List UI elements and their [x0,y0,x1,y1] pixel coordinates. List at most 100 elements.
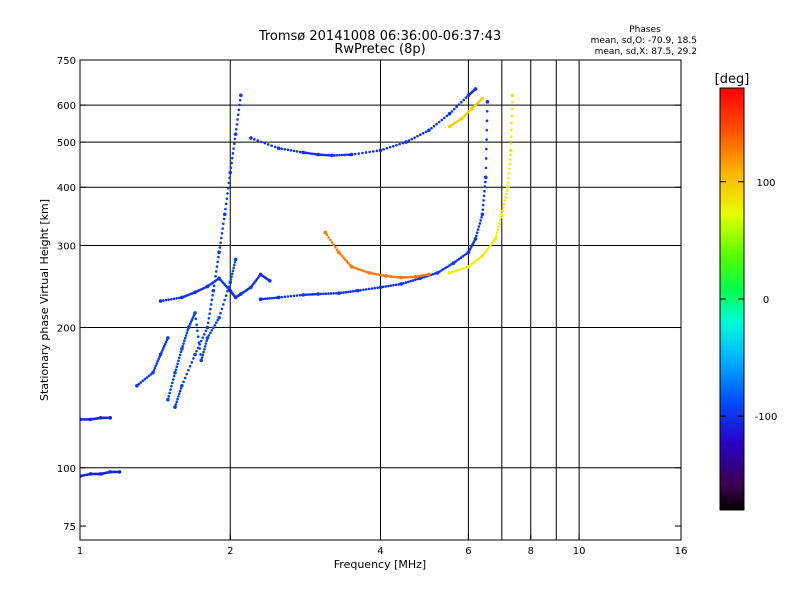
trace-dot [270,296,274,300]
trace-dot [476,228,480,231]
trace-dot [455,259,459,262]
trace-dot [203,347,206,351]
trace-dot [172,374,176,378]
trace-dot [407,139,411,142]
y-tick-label: 300 [57,241,76,252]
trace-dot [170,384,173,388]
trace-dot [485,119,489,123]
trace-dot [368,150,371,154]
trace-dot [346,290,350,294]
trace-dot [214,274,217,278]
trace-dot [459,256,463,259]
data-point [330,153,334,158]
trace-dot [385,146,389,150]
data-point [193,352,197,357]
trace-dot [270,144,273,147]
stats-x: mean, sd,X: 87.5, 29.2 [595,47,697,57]
trace-dot [230,161,233,165]
chart-title: Tromsø 20141008 06:36:00-06:37:43 [258,29,501,44]
trace-dot [203,332,206,336]
trace-dot [506,181,510,184]
trace-dot [342,153,346,157]
trace-dot [261,297,265,301]
trace-dot [485,147,488,151]
trace-dot [468,264,472,267]
trace-dot [183,339,186,343]
trace-dot [184,334,188,337]
trace-dot [175,297,178,300]
data-point [500,212,504,217]
y-tick-label: 400 [57,183,76,194]
trace-dot [220,231,224,235]
data-point [473,237,478,241]
trace-dot [176,397,179,401]
trace-dot [225,197,229,200]
trace-dot [263,297,267,301]
trace-dot [474,260,477,263]
trace-dot [183,336,187,340]
trace-dot [333,154,336,157]
trace-dot [213,279,217,283]
trace-dot [266,143,270,146]
trace-dot [212,284,216,288]
data-point [205,325,210,330]
trace-dot [329,238,332,242]
trace-dot [386,284,390,288]
trace-dot [209,303,213,306]
trace-dot [438,270,441,273]
trace-dot [505,192,508,196]
trace-dot [175,365,179,369]
trace-dot [325,233,329,237]
trace-dot [395,143,398,147]
data-point [427,272,431,277]
y-tick-label: 600 [57,101,76,112]
ticks: 1 2 4 6 8 10 16 75 100 200 300 400 500 600 750 [57,56,687,557]
trace-dot [485,109,489,113]
trace-dot [163,342,167,346]
trace-dot [229,166,233,170]
trace-dot [153,366,157,370]
chart-subtitle: RwPretec (8p) [334,42,425,57]
trace-dot [353,152,357,156]
trace-dot [486,248,489,251]
y-tick-label: 750 [57,56,76,67]
trace-dot [452,107,456,111]
trace-dot [161,347,165,350]
trace-dot [224,202,228,206]
trace-dot [292,149,296,153]
trace-dot [440,269,443,272]
trace-dot [204,329,208,333]
trace-dot [340,153,344,157]
trace-dot [390,275,393,278]
trace-dot [332,292,335,295]
trace-dot [298,293,302,297]
trace-dot [448,264,451,267]
trace-dot [370,287,374,290]
trace-dot [443,116,446,120]
trace-dot [450,270,454,274]
trace-dot [334,246,337,249]
trace-dot [502,202,506,206]
data-point [378,148,383,153]
trace-dot [289,294,293,298]
trace-dot [479,219,482,222]
trace-dot [397,283,400,286]
trace-dot [398,142,401,146]
trace-dot [421,131,425,135]
trace-dot [187,368,190,372]
trace-dot [214,321,218,325]
trace-dot [186,328,190,332]
trace-dot [495,234,498,238]
trace-dot [295,150,299,153]
trace-dot [218,246,222,249]
data-point [217,250,221,255]
trace-dot [236,113,240,117]
trace-dot [222,217,226,221]
trace-dot [145,376,149,379]
trace-dot [232,263,236,267]
trace-dot [174,368,178,372]
trace-dot [209,331,212,335]
trace-dot [484,157,488,160]
stats-heading: Phases [629,25,661,35]
trace-dot [342,256,345,260]
